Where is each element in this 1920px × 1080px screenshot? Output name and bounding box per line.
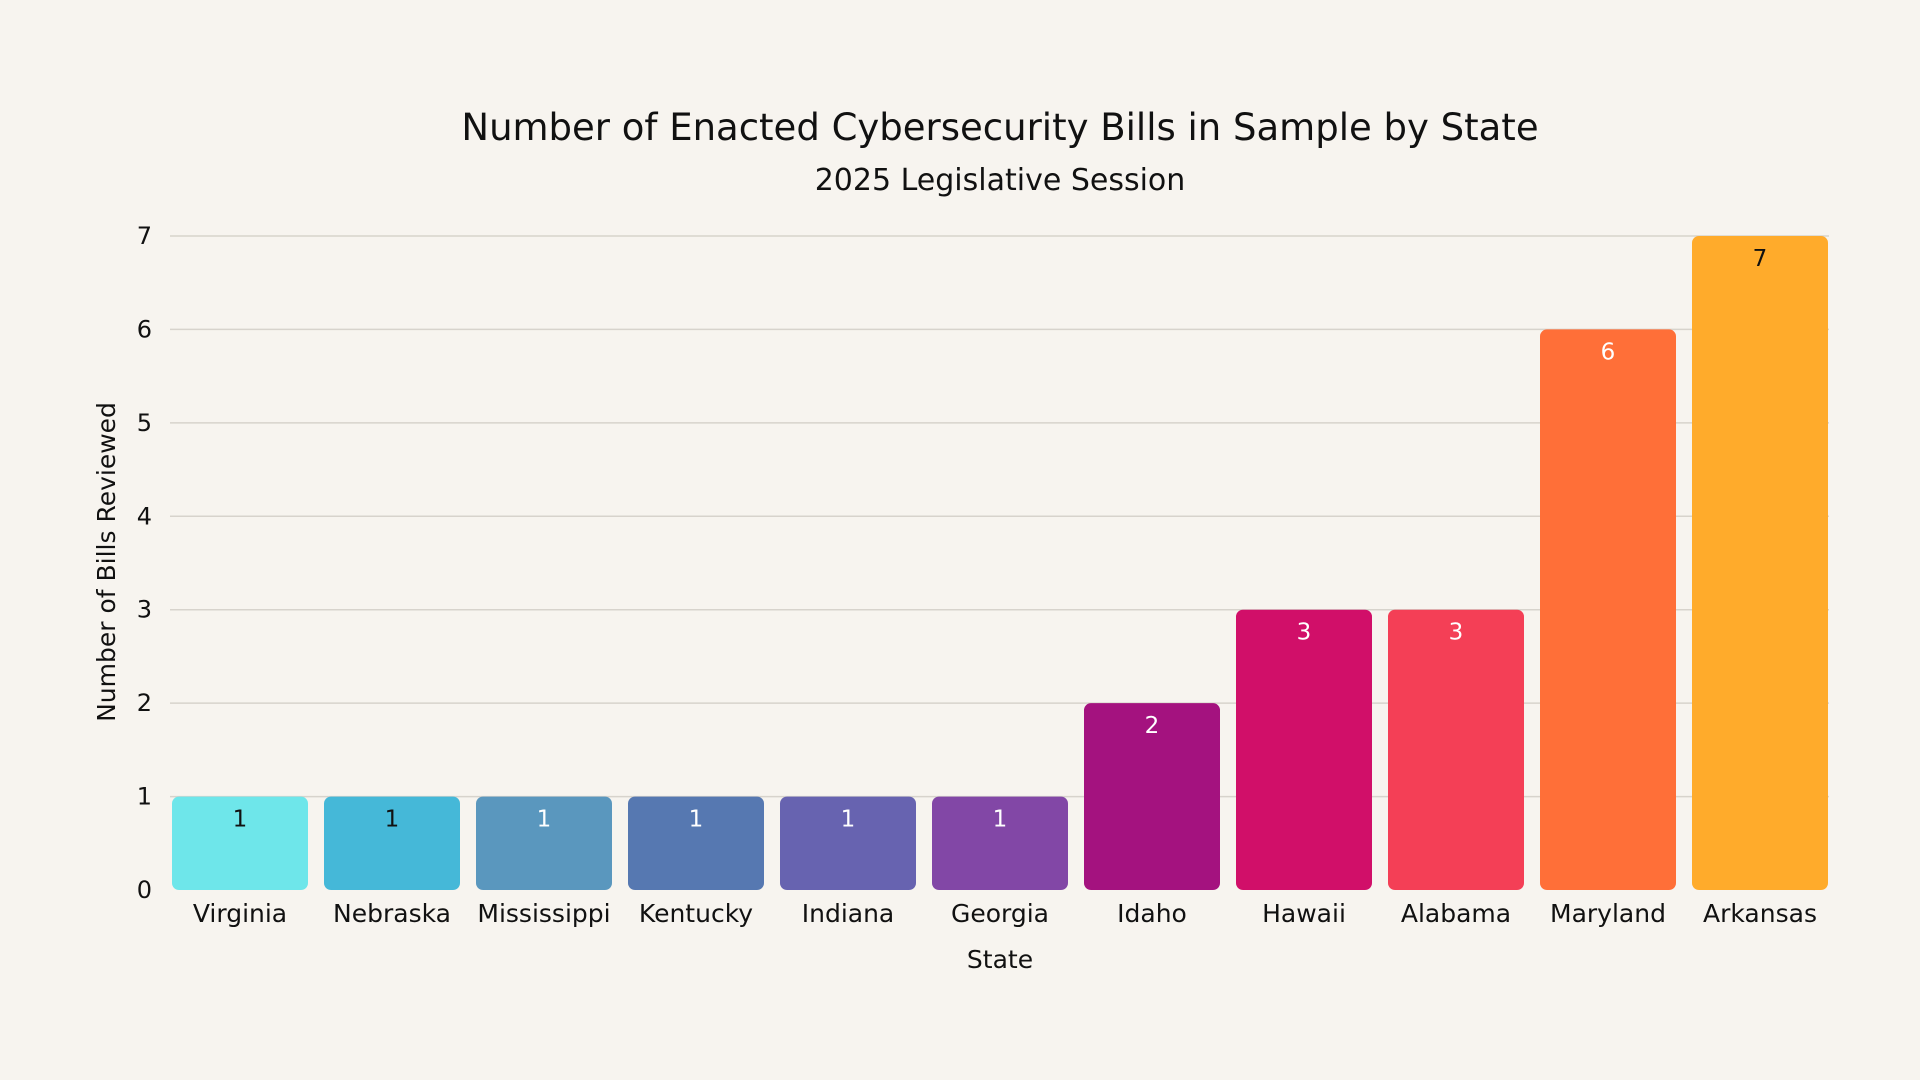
x-label-alabama: Alabama [1401,899,1511,928]
y-tick-6: 6 [137,315,152,343]
y-tick-3: 3 [137,596,152,624]
chart-subtitle: 2025 Legislative Session [815,163,1186,198]
bar-mississippi [476,796,612,890]
bar-alabama [1388,609,1524,890]
bar-virginia [172,796,308,890]
data-label-virginia: 1 [233,807,248,833]
bar-maryland [1540,329,1676,890]
data-labels: 1 1 1 1 1 1 2 3 3 6 7 [233,246,1768,833]
y-tick-2: 2 [137,689,152,717]
x-axis-labels: Virginia Nebraska Mississippi Kentucky India… [193,899,1817,928]
x-label-kentucky: Kentucky [639,899,753,928]
x-label-hawaii: Hawaii [1262,899,1346,928]
bar-indiana [780,796,916,890]
x-label-mississippi: Mississippi [477,899,610,928]
bar-georgia [932,796,1068,890]
y-tick-5: 5 [137,409,152,437]
data-label-indiana: 1 [841,807,856,833]
data-label-idaho: 2 [1145,713,1160,739]
y-tick-4: 4 [137,502,152,530]
x-label-georgia: Georgia [951,899,1049,928]
x-axis-title: State [967,945,1033,974]
bar-kentucky [628,796,764,890]
x-label-arkansas: Arkansas [1703,899,1817,928]
data-label-hawaii: 3 [1297,620,1312,646]
data-label-nebraska: 1 [385,807,400,833]
bar-idaho [1084,703,1220,890]
y-tick-1: 1 [137,783,152,811]
data-label-maryland: 6 [1601,339,1616,365]
x-label-maryland: Maryland [1550,899,1666,928]
y-tick-7: 7 [137,222,152,250]
y-axis-title: Number of Bills Reviewed [92,402,121,722]
x-label-virginia: Virginia [193,899,287,928]
y-tick-0: 0 [137,876,152,904]
x-label-nebraska: Nebraska [333,899,451,928]
data-label-arkansas: 7 [1753,246,1768,272]
data-label-kentucky: 1 [689,807,704,833]
y-axis-ticks: 0 1 2 3 4 5 6 7 [137,222,152,904]
gridlines [170,235,1829,798]
x-label-idaho: Idaho [1117,899,1187,928]
chart-title: Number of Enacted Cybersecurity Bills in… [461,106,1538,149]
data-label-mississippi: 1 [537,807,552,833]
x-label-indiana: Indiana [802,899,895,928]
bars [172,236,1828,890]
bar-nebraska [324,796,460,890]
data-label-alabama: 3 [1449,620,1464,646]
bar-hawaii [1236,609,1372,890]
data-label-georgia: 1 [993,807,1008,833]
bar-arkansas [1692,236,1828,890]
